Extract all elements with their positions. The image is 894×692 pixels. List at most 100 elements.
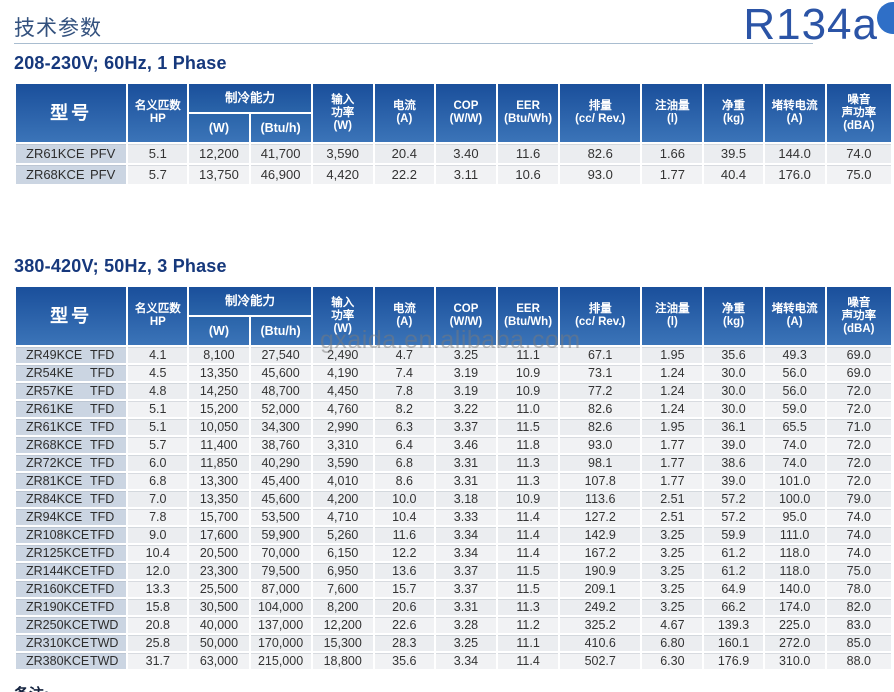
value-cell: 8.2 xyxy=(374,401,434,417)
value-cell: 11.1 xyxy=(498,347,559,363)
value-cell: 14,250 xyxy=(189,383,249,399)
value-cell: 11.6 xyxy=(374,527,434,543)
value-cell: 12,200 xyxy=(189,144,249,163)
value-cell: 72.0 xyxy=(826,383,891,399)
model-cell: ZR81KCE TFD xyxy=(16,473,127,489)
value-cell: 3,590 xyxy=(312,144,373,163)
model-cell: ZR49KCE TFD xyxy=(16,347,127,363)
value-cell: 77.2 xyxy=(560,383,641,399)
model-cell: ZR72KCE TFD xyxy=(16,455,127,471)
value-cell: 20.4 xyxy=(374,144,434,163)
value-cell: 176.9 xyxy=(704,653,763,669)
col-header-cop: COP (W/W) xyxy=(435,287,497,345)
value-cell: 3.40 xyxy=(435,144,497,163)
value-cell: 12.0 xyxy=(128,563,188,579)
table-row: ZR61KCE PFV 5.1 12,200 41,700 3,590 20.4 3.40 11… xyxy=(16,144,891,163)
value-cell: 1.24 xyxy=(642,383,703,399)
value-cell: 13.6 xyxy=(374,563,434,579)
value-cell: 2,990 xyxy=(312,419,373,435)
value-cell: 1.66 xyxy=(642,144,703,163)
value-cell: 167.2 xyxy=(560,545,641,561)
value-cell: 1.77 xyxy=(642,437,703,453)
value-cell: 10.4 xyxy=(374,509,434,525)
model-type: TFD xyxy=(90,420,115,434)
value-cell: 160.1 xyxy=(704,635,763,651)
value-cell: 88.0 xyxy=(826,653,891,669)
table-row: ZR250KCETWD 20.8 40,000 137,000 12,200 22.6 3.… xyxy=(16,617,891,633)
col-header-capacity-w: (W) xyxy=(189,114,249,142)
value-cell: 71.0 xyxy=(826,419,891,435)
value-cell: 139.3 xyxy=(704,617,763,633)
value-cell: 6.30 xyxy=(642,653,703,669)
col-header-input-power: 输入 功率 (W) xyxy=(312,84,373,142)
model-name: ZR57KE xyxy=(26,384,74,398)
value-cell: 72.0 xyxy=(826,401,891,417)
value-cell: 4.5 xyxy=(128,365,188,381)
value-cell: 82.0 xyxy=(826,599,891,615)
model-type: TFD xyxy=(90,564,115,578)
value-cell: 48,700 xyxy=(250,383,311,399)
value-cell: 4,200 xyxy=(312,491,373,507)
table-header: 型号 名义匹数 HP 制冷能力 输入 功率 (W) 电流 (A) COP (W/… xyxy=(16,84,891,142)
value-cell: 11.5 xyxy=(498,563,559,579)
model-name: ZR125KCE xyxy=(26,546,90,560)
col-header-oil-charge: 注油量 (l) xyxy=(642,84,703,142)
value-cell: 95.0 xyxy=(764,509,825,525)
value-cell: 3.37 xyxy=(435,581,497,597)
value-cell: 65.5 xyxy=(764,419,825,435)
model-name: ZR310KCE xyxy=(26,636,90,650)
value-cell: 46,900 xyxy=(250,165,311,184)
model-name: ZR380KCE xyxy=(26,654,90,668)
value-cell: 15.8 xyxy=(128,599,188,615)
model-type: TFD xyxy=(90,402,115,416)
col-header-locked-rotor-current: 堵转电流 (A) xyxy=(764,84,825,142)
col-header-sound-power: 噪音 声功率 (dBA) xyxy=(826,287,891,345)
value-cell: 38.6 xyxy=(704,455,763,471)
value-cell: 78.0 xyxy=(826,581,891,597)
value-cell: 53,500 xyxy=(250,509,311,525)
value-cell: 52,000 xyxy=(250,401,311,417)
value-cell: 2,490 xyxy=(312,347,373,363)
model-name: ZR61KCE xyxy=(26,420,83,434)
table-body-3phase: ZR49KCE TFD 4.1 8,100 27,540 2,490 4.7 3.25 11.1… xyxy=(16,347,891,669)
value-cell: 13,750 xyxy=(189,165,249,184)
value-cell: 12.2 xyxy=(374,545,434,561)
value-cell: 101.0 xyxy=(764,473,825,489)
value-cell: 11.2 xyxy=(498,617,559,633)
value-cell: 3.31 xyxy=(435,455,497,471)
table-header: 型号 名义匹数 HP 制冷能力 输入 功率 (W) 电流 (A) COP (W/… xyxy=(16,287,891,345)
value-cell: 10.4 xyxy=(128,545,188,561)
value-cell: 5.7 xyxy=(128,437,188,453)
table-row: ZR125KCETFD 10.4 20,500 70,000 6,150 12.2 3.34… xyxy=(16,545,891,561)
value-cell: 27,540 xyxy=(250,347,311,363)
value-cell: 12,200 xyxy=(312,617,373,633)
col-header-capacity-w: (W) xyxy=(189,317,249,345)
value-cell: 6.4 xyxy=(374,437,434,453)
value-cell: 272.0 xyxy=(764,635,825,651)
value-cell: 8,100 xyxy=(189,347,249,363)
value-cell: 7.4 xyxy=(374,365,434,381)
value-cell: 57.2 xyxy=(704,491,763,507)
value-cell: 75.0 xyxy=(826,165,891,184)
value-cell: 35.6 xyxy=(704,347,763,363)
value-cell: 8.6 xyxy=(374,473,434,489)
col-header-displacement: 排量 (cc/ Rev.) xyxy=(560,84,641,142)
col-header-capacity-btu: (Btu/h) xyxy=(250,317,311,345)
value-cell: 5.7 xyxy=(128,165,188,184)
value-cell: 73.1 xyxy=(560,365,641,381)
value-cell: 5.1 xyxy=(128,401,188,417)
value-cell: 249.2 xyxy=(560,599,641,615)
value-cell: 79.0 xyxy=(826,491,891,507)
value-cell: 20.6 xyxy=(374,599,434,615)
value-cell: 79,500 xyxy=(250,563,311,579)
value-cell: 11.4 xyxy=(498,527,559,543)
value-cell: 93.0 xyxy=(560,437,641,453)
value-cell: 144.0 xyxy=(764,144,825,163)
value-cell: 13,350 xyxy=(189,491,249,507)
col-header-current: 电流 (A) xyxy=(374,84,434,142)
value-cell: 6.80 xyxy=(642,635,703,651)
value-cell: 1.77 xyxy=(642,455,703,471)
model-name: ZR81KCE xyxy=(26,474,83,488)
value-cell: 74.0 xyxy=(826,545,891,561)
table-row: ZR380KCETWD 31.7 63,000 215,000 18,800 35.6 3.… xyxy=(16,653,891,669)
